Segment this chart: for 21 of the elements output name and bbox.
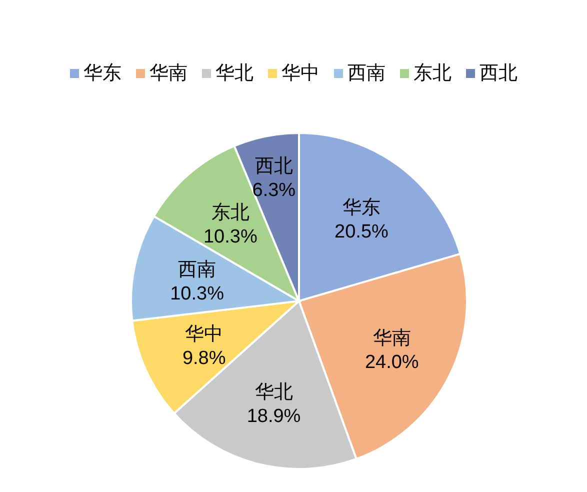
- slice-label: 西南: [178, 260, 216, 281]
- slice-label: 华东: [342, 198, 380, 219]
- legend-label: 华南: [148, 62, 188, 86]
- data-label: 9.8%: [182, 348, 226, 369]
- data-label: 10.3%: [170, 284, 224, 305]
- legend-label: 华中: [280, 62, 320, 86]
- data-label: 6.3%: [252, 180, 296, 201]
- legend-label: 华东: [82, 62, 122, 86]
- legend-label: 西北: [478, 62, 518, 86]
- data-label: 24.0%: [364, 352, 419, 374]
- slice-label: 华北: [254, 382, 293, 404]
- data-label: 20.5%: [334, 222, 389, 243]
- slice-label: 华南: [372, 328, 411, 350]
- slice-label: 西北: [254, 156, 293, 177]
- slice-label: 东北: [211, 202, 250, 224]
- legend-label: 华北: [214, 62, 254, 86]
- legend-label: 西南: [346, 62, 386, 86]
- data-label: 18.9%: [246, 406, 301, 428]
- slice-label: 华中: [185, 324, 224, 345]
- data-label: 10.3%: [203, 226, 258, 248]
- legend-label: 东北: [412, 62, 452, 86]
